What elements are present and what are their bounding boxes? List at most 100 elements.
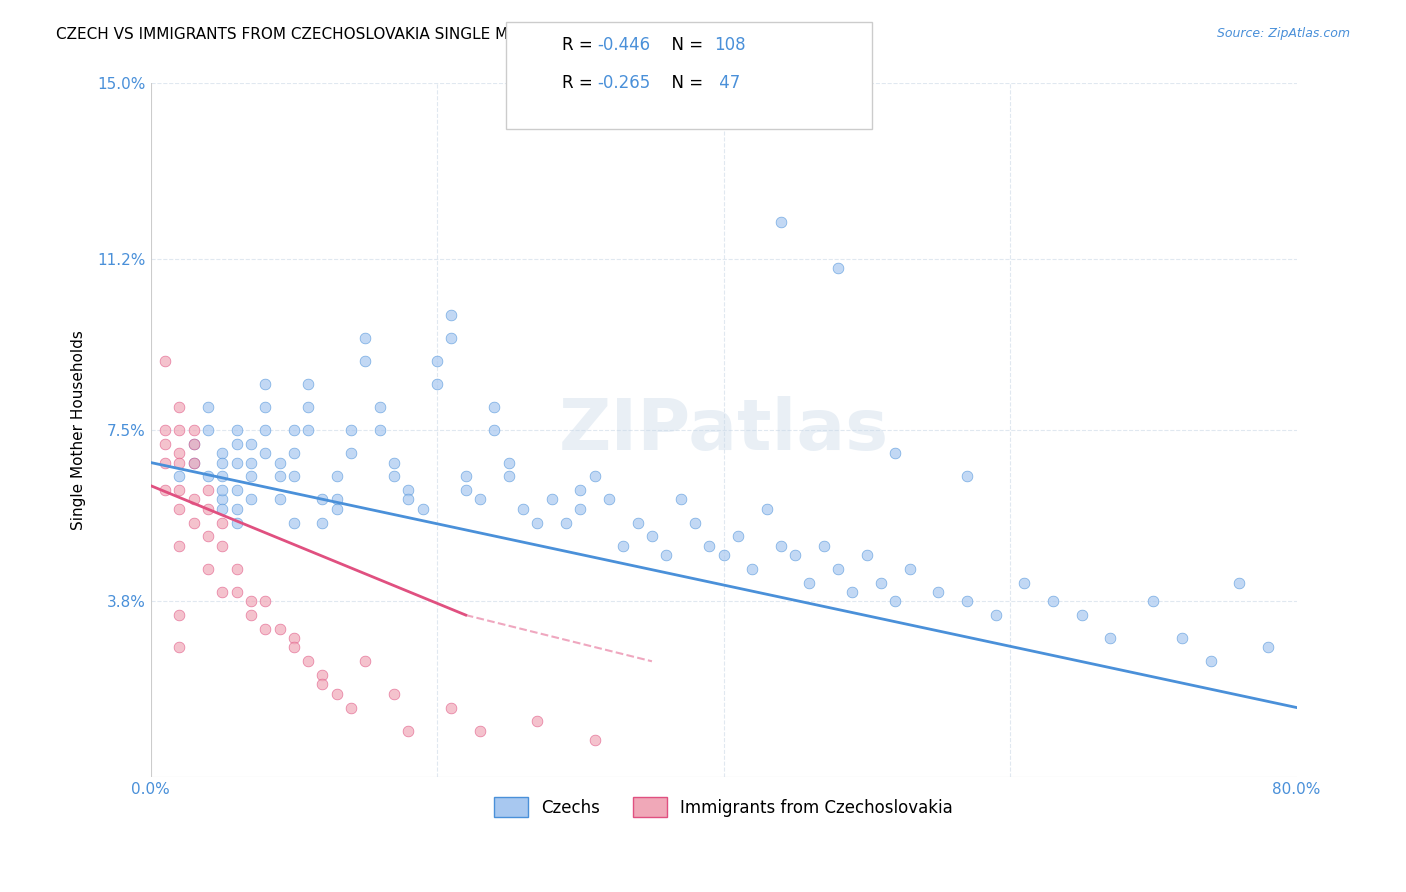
- Point: [484, 423, 506, 437]
- Point: [583, 732, 606, 747]
- Point: [1070, 608, 1092, 623]
- Point: [340, 423, 363, 437]
- Point: [769, 539, 792, 553]
- Point: [727, 529, 749, 543]
- Point: [211, 516, 233, 530]
- Point: [197, 423, 219, 437]
- Point: [382, 456, 405, 470]
- Point: [1199, 654, 1222, 668]
- Text: -0.446: -0.446: [598, 36, 651, 54]
- Point: [153, 483, 176, 498]
- Text: R =: R =: [562, 74, 599, 92]
- Point: [167, 539, 190, 553]
- Point: [197, 562, 219, 576]
- Point: [283, 423, 305, 437]
- Text: R =: R =: [562, 36, 599, 54]
- Point: [197, 400, 219, 414]
- Point: [239, 456, 262, 470]
- Point: [426, 376, 449, 391]
- Point: [396, 723, 419, 738]
- Point: [269, 622, 291, 636]
- Point: [841, 585, 863, 599]
- Point: [555, 516, 578, 530]
- Text: N =: N =: [661, 74, 709, 92]
- Point: [254, 446, 277, 460]
- Point: [239, 437, 262, 451]
- Point: [484, 400, 506, 414]
- Point: [254, 594, 277, 608]
- Point: [269, 492, 291, 507]
- Point: [326, 501, 349, 516]
- Point: [254, 376, 277, 391]
- Point: [211, 539, 233, 553]
- Point: [827, 562, 849, 576]
- Point: [297, 400, 319, 414]
- Point: [297, 423, 319, 437]
- Point: [1227, 575, 1250, 590]
- Point: [311, 516, 333, 530]
- Point: [326, 469, 349, 483]
- Point: [956, 594, 979, 608]
- Point: [211, 501, 233, 516]
- Point: [799, 575, 821, 590]
- Point: [197, 529, 219, 543]
- Point: [641, 529, 664, 543]
- Point: [769, 215, 792, 229]
- Point: [153, 437, 176, 451]
- Point: [225, 456, 247, 470]
- Point: [211, 469, 233, 483]
- Point: [454, 469, 477, 483]
- Point: [713, 548, 735, 562]
- Point: [396, 483, 419, 498]
- Point: [870, 575, 893, 590]
- Point: [225, 516, 247, 530]
- Point: [254, 622, 277, 636]
- Point: [311, 668, 333, 682]
- Point: [526, 516, 548, 530]
- Point: [1042, 594, 1064, 608]
- Point: [211, 446, 233, 460]
- Point: [827, 261, 849, 276]
- Y-axis label: Single Mother Households: Single Mother Households: [72, 330, 86, 530]
- Point: [225, 562, 247, 576]
- Point: [354, 654, 377, 668]
- Point: [283, 446, 305, 460]
- Point: [440, 700, 463, 714]
- Text: -0.265: -0.265: [598, 74, 651, 92]
- Point: [183, 456, 205, 470]
- Point: [311, 492, 333, 507]
- Point: [440, 331, 463, 345]
- Point: [498, 456, 520, 470]
- Point: [239, 469, 262, 483]
- Point: [167, 501, 190, 516]
- Point: [396, 492, 419, 507]
- Point: [512, 501, 534, 516]
- Point: [197, 469, 219, 483]
- Point: [311, 677, 333, 691]
- Point: [167, 446, 190, 460]
- Point: [454, 483, 477, 498]
- Point: [498, 469, 520, 483]
- Point: [884, 594, 907, 608]
- Text: 108: 108: [714, 36, 745, 54]
- Text: CZECH VS IMMIGRANTS FROM CZECHOSLOVAKIA SINGLE MOTHER HOUSEHOLDS CORRELATION CHA: CZECH VS IMMIGRANTS FROM CZECHOSLOVAKIA …: [56, 27, 844, 42]
- Point: [340, 446, 363, 460]
- Point: [183, 456, 205, 470]
- Point: [440, 308, 463, 322]
- Point: [239, 492, 262, 507]
- Point: [239, 608, 262, 623]
- Point: [239, 594, 262, 608]
- Point: [1171, 631, 1194, 645]
- Point: [211, 585, 233, 599]
- Point: [368, 423, 391, 437]
- Point: [368, 400, 391, 414]
- Point: [1099, 631, 1122, 645]
- Point: [669, 492, 692, 507]
- Point: [468, 723, 491, 738]
- Point: [269, 469, 291, 483]
- Point: [167, 456, 190, 470]
- Point: [183, 492, 205, 507]
- Point: [183, 516, 205, 530]
- Point: [956, 469, 979, 483]
- Point: [254, 423, 277, 437]
